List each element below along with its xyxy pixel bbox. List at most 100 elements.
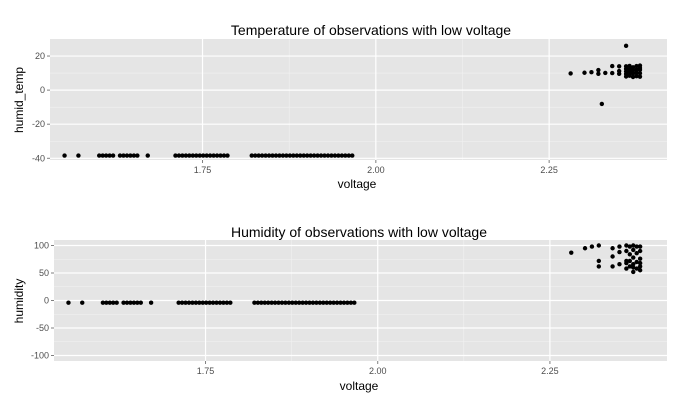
y-axis-label: humidity bbox=[12, 279, 26, 324]
x-tick-labels: 1.75 2.00 2.25 bbox=[194, 160, 558, 175]
data-point bbox=[280, 153, 286, 158]
data-point bbox=[617, 249, 622, 255]
data-point bbox=[569, 250, 574, 255]
data-point bbox=[589, 70, 594, 75]
data-point bbox=[637, 244, 643, 249]
data-point bbox=[148, 300, 154, 305]
x-axis-label: voltage bbox=[340, 379, 379, 393]
data-point bbox=[630, 65, 636, 70]
data-point bbox=[610, 63, 615, 69]
data-point bbox=[249, 153, 254, 158]
data-point bbox=[218, 153, 223, 158]
data-point bbox=[616, 68, 622, 74]
y-tick-label: 0 bbox=[40, 85, 45, 95]
data-point bbox=[117, 153, 123, 158]
data-point bbox=[301, 153, 306, 158]
data-point bbox=[631, 265, 636, 270]
data-point bbox=[298, 153, 303, 158]
x-tick-label: 2.00 bbox=[369, 366, 387, 376]
data-point bbox=[627, 63, 632, 69]
data-point bbox=[334, 300, 340, 305]
data-point bbox=[176, 153, 182, 158]
data-point bbox=[114, 300, 119, 305]
data-point bbox=[80, 300, 85, 305]
data-point bbox=[210, 300, 216, 305]
data-point bbox=[200, 300, 205, 305]
y-tick-label: -50 bbox=[36, 323, 49, 333]
data-point bbox=[107, 153, 112, 158]
data-point bbox=[624, 248, 629, 254]
data-point bbox=[631, 262, 636, 267]
data-point bbox=[66, 300, 71, 305]
data-point bbox=[131, 153, 137, 158]
data-point bbox=[138, 300, 143, 305]
data-point bbox=[617, 262, 622, 267]
data-point bbox=[631, 269, 636, 275]
data-point bbox=[596, 264, 602, 269]
data-point bbox=[176, 300, 181, 305]
data-point bbox=[634, 244, 639, 249]
data-point bbox=[303, 300, 309, 305]
data-point bbox=[179, 300, 185, 305]
y-tick-labels: -40 -20 0 20 bbox=[32, 51, 50, 163]
data-point bbox=[111, 300, 116, 305]
humidity-panel: Humidity of observations with low voltag… bbox=[12, 224, 667, 393]
y-tick-label: 0 bbox=[44, 296, 49, 306]
data-point bbox=[627, 252, 633, 257]
y-tick-label: 100 bbox=[34, 241, 49, 251]
data-point bbox=[62, 153, 67, 158]
data-point bbox=[637, 63, 643, 68]
data-point bbox=[637, 248, 643, 254]
data-point bbox=[97, 153, 102, 158]
data-point bbox=[135, 300, 140, 305]
data-point bbox=[287, 153, 293, 158]
data-point bbox=[314, 300, 319, 305]
data-point bbox=[124, 300, 130, 305]
y-tick-label: 50 bbox=[39, 268, 49, 278]
data-point bbox=[273, 153, 279, 158]
data-point bbox=[217, 300, 223, 305]
data-point bbox=[627, 244, 633, 249]
data-point bbox=[627, 70, 632, 75]
points bbox=[66, 243, 643, 305]
data-point bbox=[336, 153, 341, 158]
data-point bbox=[634, 63, 639, 69]
data-point bbox=[290, 300, 295, 305]
data-point bbox=[315, 153, 320, 158]
data-point bbox=[131, 300, 137, 305]
data-point bbox=[634, 251, 639, 256]
data-point bbox=[338, 300, 343, 305]
data-point bbox=[304, 153, 310, 158]
data-point bbox=[329, 153, 334, 158]
data-point bbox=[256, 153, 261, 158]
data-point bbox=[110, 153, 116, 158]
data-point bbox=[627, 66, 632, 72]
data-point bbox=[627, 258, 633, 264]
data-point bbox=[187, 153, 192, 158]
data-point bbox=[616, 64, 622, 69]
data-point bbox=[190, 300, 195, 305]
data-point bbox=[124, 153, 130, 158]
data-point bbox=[204, 300, 209, 305]
data-point bbox=[325, 153, 331, 158]
data-point bbox=[286, 300, 292, 305]
data-point bbox=[262, 300, 267, 305]
data-point bbox=[346, 153, 351, 158]
data-point bbox=[623, 43, 629, 49]
data-point bbox=[582, 70, 587, 75]
data-point bbox=[76, 153, 81, 158]
data-point bbox=[350, 153, 355, 158]
plot-background bbox=[50, 39, 667, 160]
data-point bbox=[135, 153, 140, 158]
y-tick-label: -100 bbox=[31, 351, 49, 361]
x-tick-label: 2.25 bbox=[541, 366, 559, 376]
data-point bbox=[631, 255, 636, 260]
data-point bbox=[610, 70, 615, 76]
data-point bbox=[211, 153, 216, 158]
data-point bbox=[128, 153, 133, 158]
y-tick-label: -20 bbox=[32, 119, 45, 129]
data-point bbox=[204, 153, 209, 158]
y-tick-label: -40 bbox=[32, 153, 45, 163]
data-point bbox=[277, 153, 282, 158]
